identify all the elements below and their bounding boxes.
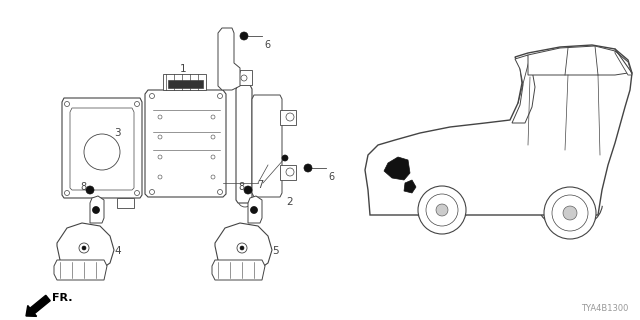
Polygon shape bbox=[218, 28, 240, 90]
Polygon shape bbox=[168, 80, 203, 88]
Ellipse shape bbox=[175, 153, 195, 167]
Text: 3: 3 bbox=[114, 128, 120, 138]
Circle shape bbox=[563, 206, 577, 220]
Circle shape bbox=[250, 206, 257, 213]
Circle shape bbox=[150, 93, 154, 99]
Circle shape bbox=[158, 175, 162, 179]
Circle shape bbox=[86, 186, 94, 194]
Polygon shape bbox=[163, 74, 206, 90]
Polygon shape bbox=[280, 165, 296, 180]
Circle shape bbox=[544, 187, 596, 239]
Circle shape bbox=[211, 155, 215, 159]
Circle shape bbox=[286, 168, 294, 176]
Circle shape bbox=[65, 101, 70, 107]
Polygon shape bbox=[404, 180, 416, 193]
Polygon shape bbox=[252, 95, 282, 197]
Polygon shape bbox=[62, 98, 142, 198]
Circle shape bbox=[65, 190, 70, 196]
Circle shape bbox=[282, 155, 288, 161]
Circle shape bbox=[241, 75, 247, 81]
Circle shape bbox=[244, 186, 252, 194]
Polygon shape bbox=[512, 55, 535, 123]
Polygon shape bbox=[215, 223, 272, 273]
Polygon shape bbox=[70, 108, 134, 190]
Polygon shape bbox=[117, 198, 134, 208]
Text: 1: 1 bbox=[180, 64, 187, 74]
Circle shape bbox=[418, 186, 466, 234]
Polygon shape bbox=[615, 51, 632, 75]
Circle shape bbox=[134, 101, 140, 107]
Circle shape bbox=[211, 115, 215, 119]
Text: 7: 7 bbox=[257, 180, 263, 190]
Circle shape bbox=[237, 243, 247, 253]
Text: FR.: FR. bbox=[52, 293, 72, 303]
Circle shape bbox=[82, 246, 86, 250]
Circle shape bbox=[150, 189, 154, 195]
Polygon shape bbox=[57, 223, 114, 273]
Circle shape bbox=[93, 206, 99, 213]
Polygon shape bbox=[248, 196, 262, 223]
Text: 6: 6 bbox=[264, 40, 270, 50]
Text: 2: 2 bbox=[286, 197, 292, 207]
Text: 4: 4 bbox=[114, 246, 120, 256]
Circle shape bbox=[436, 204, 448, 216]
Circle shape bbox=[134, 190, 140, 196]
Polygon shape bbox=[365, 45, 632, 215]
Polygon shape bbox=[280, 110, 296, 125]
Polygon shape bbox=[236, 85, 252, 203]
Polygon shape bbox=[145, 90, 226, 197]
Circle shape bbox=[158, 135, 162, 139]
Circle shape bbox=[158, 155, 162, 159]
Circle shape bbox=[79, 243, 89, 253]
Text: TYA4B1300: TYA4B1300 bbox=[580, 304, 628, 313]
Circle shape bbox=[218, 189, 223, 195]
Polygon shape bbox=[90, 196, 104, 223]
Circle shape bbox=[240, 32, 248, 40]
Text: 6: 6 bbox=[328, 172, 334, 182]
Circle shape bbox=[211, 135, 215, 139]
Text: 8: 8 bbox=[238, 182, 244, 192]
Circle shape bbox=[304, 164, 312, 172]
FancyArrow shape bbox=[26, 295, 50, 316]
Circle shape bbox=[211, 175, 215, 179]
Circle shape bbox=[218, 93, 223, 99]
Polygon shape bbox=[528, 46, 628, 75]
Text: 8: 8 bbox=[80, 182, 86, 192]
Circle shape bbox=[84, 134, 120, 170]
Polygon shape bbox=[212, 260, 265, 280]
Circle shape bbox=[426, 194, 458, 226]
Circle shape bbox=[286, 113, 294, 121]
Polygon shape bbox=[236, 70, 252, 85]
Circle shape bbox=[552, 195, 588, 231]
Circle shape bbox=[158, 115, 162, 119]
Polygon shape bbox=[54, 260, 107, 280]
Text: 5: 5 bbox=[272, 246, 278, 256]
Polygon shape bbox=[384, 157, 410, 180]
Circle shape bbox=[240, 246, 244, 250]
